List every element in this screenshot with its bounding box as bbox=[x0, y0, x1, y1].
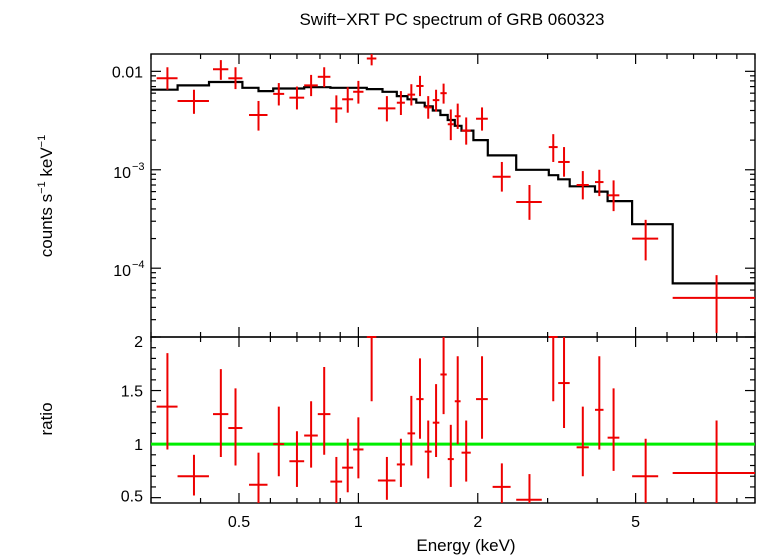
ratio-data-point bbox=[516, 474, 542, 503]
ratio-data-point bbox=[177, 454, 209, 496]
ratio-data-point bbox=[424, 420, 432, 479]
spectrum-data-point bbox=[377, 96, 396, 122]
spectrum-data-point bbox=[440, 83, 447, 104]
spectrum-data-point bbox=[353, 80, 364, 104]
spectrum-data-point bbox=[228, 67, 243, 90]
ratio-data-point bbox=[213, 369, 229, 457]
x-tick-label: 0.5 bbox=[228, 514, 250, 531]
spectrum-data-point bbox=[407, 84, 416, 106]
ratio-axis-label: ratio bbox=[37, 402, 56, 435]
counts-label-exp2: −1 bbox=[36, 135, 48, 148]
spectrum-data-point bbox=[273, 83, 285, 106]
spectrum-data-point bbox=[548, 134, 558, 162]
ratio-data-point bbox=[317, 366, 331, 455]
ratio-data-point bbox=[672, 420, 755, 503]
ratio-panel: 0.5 1 1.5 2 0.5 1 2 5 bbox=[121, 334, 756, 531]
ratio-data-point bbox=[330, 456, 343, 503]
x-tick-label: 5 bbox=[631, 514, 640, 531]
spectrum-data-point bbox=[366, 54, 377, 66]
spectrum-data-point bbox=[289, 86, 305, 110]
ratio-data-point bbox=[432, 384, 440, 457]
ratio-data-point bbox=[558, 337, 570, 429]
spectrum-data-point bbox=[454, 103, 461, 129]
spectrum-data-point bbox=[156, 67, 178, 90]
chart-title: Swift−XRT PC spectrum of GRB 060323 bbox=[299, 10, 604, 29]
ratio-data-point bbox=[304, 401, 318, 468]
spectrum-data-point bbox=[416, 75, 424, 97]
spectrum-y-tick-label: 10 bbox=[113, 263, 131, 280]
ratio-data-point bbox=[632, 438, 659, 503]
spectrum-data-point bbox=[476, 107, 488, 131]
spectrum-y-tick-label: 10 bbox=[113, 165, 131, 182]
spectrum-y-tick-exponent: −4 bbox=[132, 259, 145, 271]
spectrum-y-tick-exponent: −3 bbox=[132, 161, 145, 173]
spectrum-data-point bbox=[249, 100, 268, 131]
ratio-data-point bbox=[476, 356, 488, 439]
ratio-data-point bbox=[249, 452, 268, 503]
spectrum-data-point bbox=[492, 161, 511, 192]
spectrum-data-point bbox=[447, 109, 454, 141]
ratio-y-tick-label: 0.5 bbox=[121, 489, 143, 506]
ratio-data-point bbox=[289, 431, 305, 487]
spectrum-data-point bbox=[177, 89, 209, 114]
spectrum-data-point bbox=[576, 171, 589, 200]
ratio-data-point bbox=[447, 424, 454, 487]
ratio-y-tick-label: 1 bbox=[134, 437, 143, 454]
ratio-data-point bbox=[366, 336, 377, 402]
spectrum-data-point bbox=[213, 60, 229, 80]
ratio-data-point bbox=[407, 395, 416, 466]
spectrum-data-point bbox=[432, 89, 440, 112]
ratio-data-point bbox=[228, 388, 243, 466]
spectrum-frame bbox=[150, 53, 756, 338]
ratio-data-point bbox=[595, 356, 604, 450]
spectrum-y-tick-label: 0.01 bbox=[112, 64, 143, 81]
ratio-data-point bbox=[342, 438, 354, 493]
x-tick-label: 2 bbox=[473, 514, 482, 531]
spectrum-data-point bbox=[632, 219, 659, 261]
ratio-data-point bbox=[492, 463, 511, 503]
ratio-frame bbox=[150, 336, 756, 504]
ratio-data-point bbox=[273, 406, 285, 477]
spectrum-data-point bbox=[330, 95, 343, 123]
model-step-line bbox=[151, 80, 755, 285]
ratio-data-point bbox=[440, 337, 447, 415]
ratio-data-point bbox=[576, 406, 589, 477]
ratio-data-point bbox=[548, 336, 558, 402]
ratio-data-point bbox=[416, 358, 424, 439]
spectrum-data-point bbox=[607, 180, 620, 212]
ratio-data-point bbox=[377, 456, 396, 500]
counts-axis-label: counts s−1 keV−1 bbox=[36, 135, 56, 257]
spectrum-data-point bbox=[516, 185, 542, 220]
ratio-data-point bbox=[461, 420, 471, 482]
spectrum-data-point bbox=[424, 96, 432, 119]
spectrum-data-point bbox=[396, 91, 405, 116]
x-tick-label: 1 bbox=[354, 514, 363, 531]
ratio-data-point bbox=[607, 388, 620, 471]
ratio-y-tick-label: 1.5 bbox=[121, 384, 143, 401]
spectrum-data-point bbox=[342, 87, 354, 113]
spectrum-data-point bbox=[558, 147, 570, 177]
counts-label-exp1: −1 bbox=[36, 181, 48, 194]
x-axis-label: Energy (keV) bbox=[416, 536, 515, 555]
counts-label-mid: keV bbox=[37, 147, 56, 182]
spectrum-data-point bbox=[317, 67, 331, 88]
ratio-y-tick-label: 2 bbox=[134, 334, 143, 351]
ratio-data-point bbox=[396, 438, 405, 487]
ratio-data-point bbox=[156, 353, 178, 450]
spectrum-data-point bbox=[461, 117, 471, 145]
ratio-data-point bbox=[353, 417, 364, 479]
spectrum-data-point bbox=[672, 275, 755, 333]
spectrum-data-point bbox=[595, 169, 604, 197]
spectrum-data-point bbox=[304, 74, 318, 97]
counts-label-base: counts s bbox=[37, 194, 56, 257]
ratio-data-point bbox=[454, 356, 461, 445]
